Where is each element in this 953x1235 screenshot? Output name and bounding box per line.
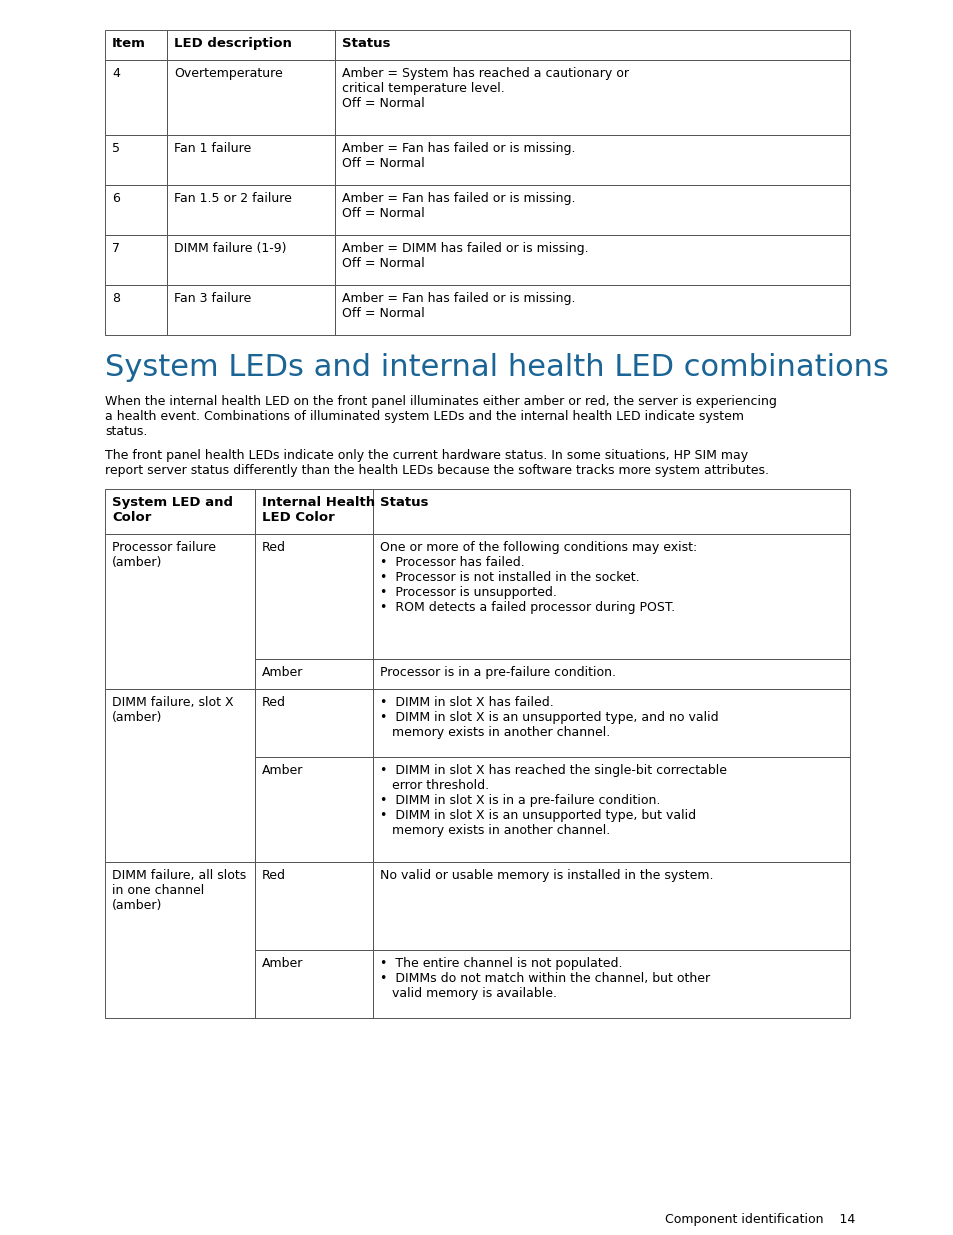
Text: Amber = Fan has failed or is missing.
Off = Normal: Amber = Fan has failed or is missing. Of… (341, 291, 575, 320)
Text: Amber: Amber (262, 957, 303, 969)
Text: Fan 1.5 or 2 failure: Fan 1.5 or 2 failure (173, 191, 292, 205)
Bar (167, 185, 335, 235)
Bar (105, 185, 167, 235)
Text: DIMM failure, slot X
(amber): DIMM failure, slot X (amber) (112, 697, 233, 724)
Text: No valid or usable memory is installed in the system.: No valid or usable memory is installed i… (379, 869, 713, 882)
Text: Internal Health
LED Color: Internal Health LED Color (262, 496, 375, 524)
Bar (254, 862, 373, 950)
Text: DIMM failure (1-9): DIMM failure (1-9) (173, 242, 286, 254)
Text: report server status differently than the health LEDs because the software track: report server status differently than th… (105, 464, 768, 477)
Text: 6: 6 (112, 191, 120, 205)
Text: System LED and
Color: System LED and Color (112, 496, 233, 524)
Text: When the internal health LED on the front panel illuminates either amber or red,: When the internal health LED on the fron… (105, 395, 776, 408)
Text: LED description: LED description (173, 37, 292, 49)
Bar (105, 30, 167, 61)
Text: Component identification    14: Component identification 14 (664, 1213, 854, 1226)
Text: •  DIMM in slot X has reached the single-bit correctable
   error threshold.
•  : • DIMM in slot X has reached the single-… (379, 764, 726, 837)
Text: Fan 3 failure: Fan 3 failure (173, 291, 251, 305)
Bar (105, 135, 167, 185)
Bar (373, 862, 849, 950)
Text: status.: status. (105, 425, 147, 437)
Text: Item: Item (112, 37, 146, 49)
Text: Amber: Amber (262, 666, 303, 679)
Text: 7: 7 (112, 242, 120, 254)
Bar (373, 659, 849, 689)
Bar (373, 489, 849, 534)
Bar (105, 61, 167, 135)
Bar (167, 30, 335, 61)
Bar (335, 61, 849, 135)
Text: Status: Status (341, 37, 390, 49)
Text: Red: Red (262, 697, 286, 709)
Text: Amber = System has reached a cautionary or
critical temperature level.
Off = Nor: Amber = System has reached a cautionary … (341, 67, 628, 110)
Text: DIMM failure, all slots
in one channel
(amber): DIMM failure, all slots in one channel (… (112, 869, 246, 911)
Bar (335, 135, 849, 185)
Text: Overtemperature: Overtemperature (173, 67, 282, 80)
Bar (335, 30, 849, 61)
Bar (335, 185, 849, 235)
Text: 4: 4 (112, 67, 120, 80)
Bar (167, 235, 335, 285)
Bar (105, 285, 167, 335)
Text: The front panel health LEDs indicate only the current hardware status. In some s: The front panel health LEDs indicate onl… (105, 450, 747, 462)
Text: Fan 1 failure: Fan 1 failure (173, 142, 251, 156)
Text: a health event. Combinations of illuminated system LEDs and the internal health : a health event. Combinations of illumina… (105, 410, 743, 422)
Bar (105, 534, 254, 689)
Text: •  DIMM in slot X has failed.
•  DIMM in slot X is an unsupported type, and no v: • DIMM in slot X has failed. • DIMM in s… (379, 697, 718, 739)
Bar (335, 285, 849, 335)
Bar (105, 489, 254, 534)
Bar (254, 950, 373, 1018)
Text: Amber: Amber (262, 764, 303, 777)
Text: Processor is in a pre-failure condition.: Processor is in a pre-failure condition. (379, 666, 616, 679)
Bar (105, 862, 254, 1018)
Bar (254, 489, 373, 534)
Text: •  The entire channel is not populated.
•  DIMMs do not match within the channel: • The entire channel is not populated. •… (379, 957, 709, 1000)
Text: Amber = Fan has failed or is missing.
Off = Normal: Amber = Fan has failed or is missing. Of… (341, 142, 575, 170)
Bar (373, 757, 849, 862)
Bar (254, 689, 373, 757)
Bar (254, 534, 373, 659)
Text: System LEDs and internal health LED combinations: System LEDs and internal health LED comb… (105, 353, 888, 382)
Bar (373, 689, 849, 757)
Bar (105, 689, 254, 862)
Text: Amber = DIMM has failed or is missing.
Off = Normal: Amber = DIMM has failed or is missing. O… (341, 242, 588, 270)
Bar (373, 534, 849, 659)
Bar (167, 61, 335, 135)
Bar (167, 135, 335, 185)
Text: 5: 5 (112, 142, 120, 156)
Bar (254, 757, 373, 862)
Text: Red: Red (262, 869, 286, 882)
Bar (373, 950, 849, 1018)
Bar (254, 659, 373, 689)
Text: 8: 8 (112, 291, 120, 305)
Text: One or more of the following conditions may exist:
•  Processor has failed.
•  P: One or more of the following conditions … (379, 541, 697, 614)
Bar (167, 285, 335, 335)
Text: Processor failure
(amber): Processor failure (amber) (112, 541, 215, 569)
Text: Red: Red (262, 541, 286, 555)
Text: Status: Status (379, 496, 428, 509)
Bar (335, 235, 849, 285)
Text: Amber = Fan has failed or is missing.
Off = Normal: Amber = Fan has failed or is missing. Of… (341, 191, 575, 220)
Bar (105, 235, 167, 285)
